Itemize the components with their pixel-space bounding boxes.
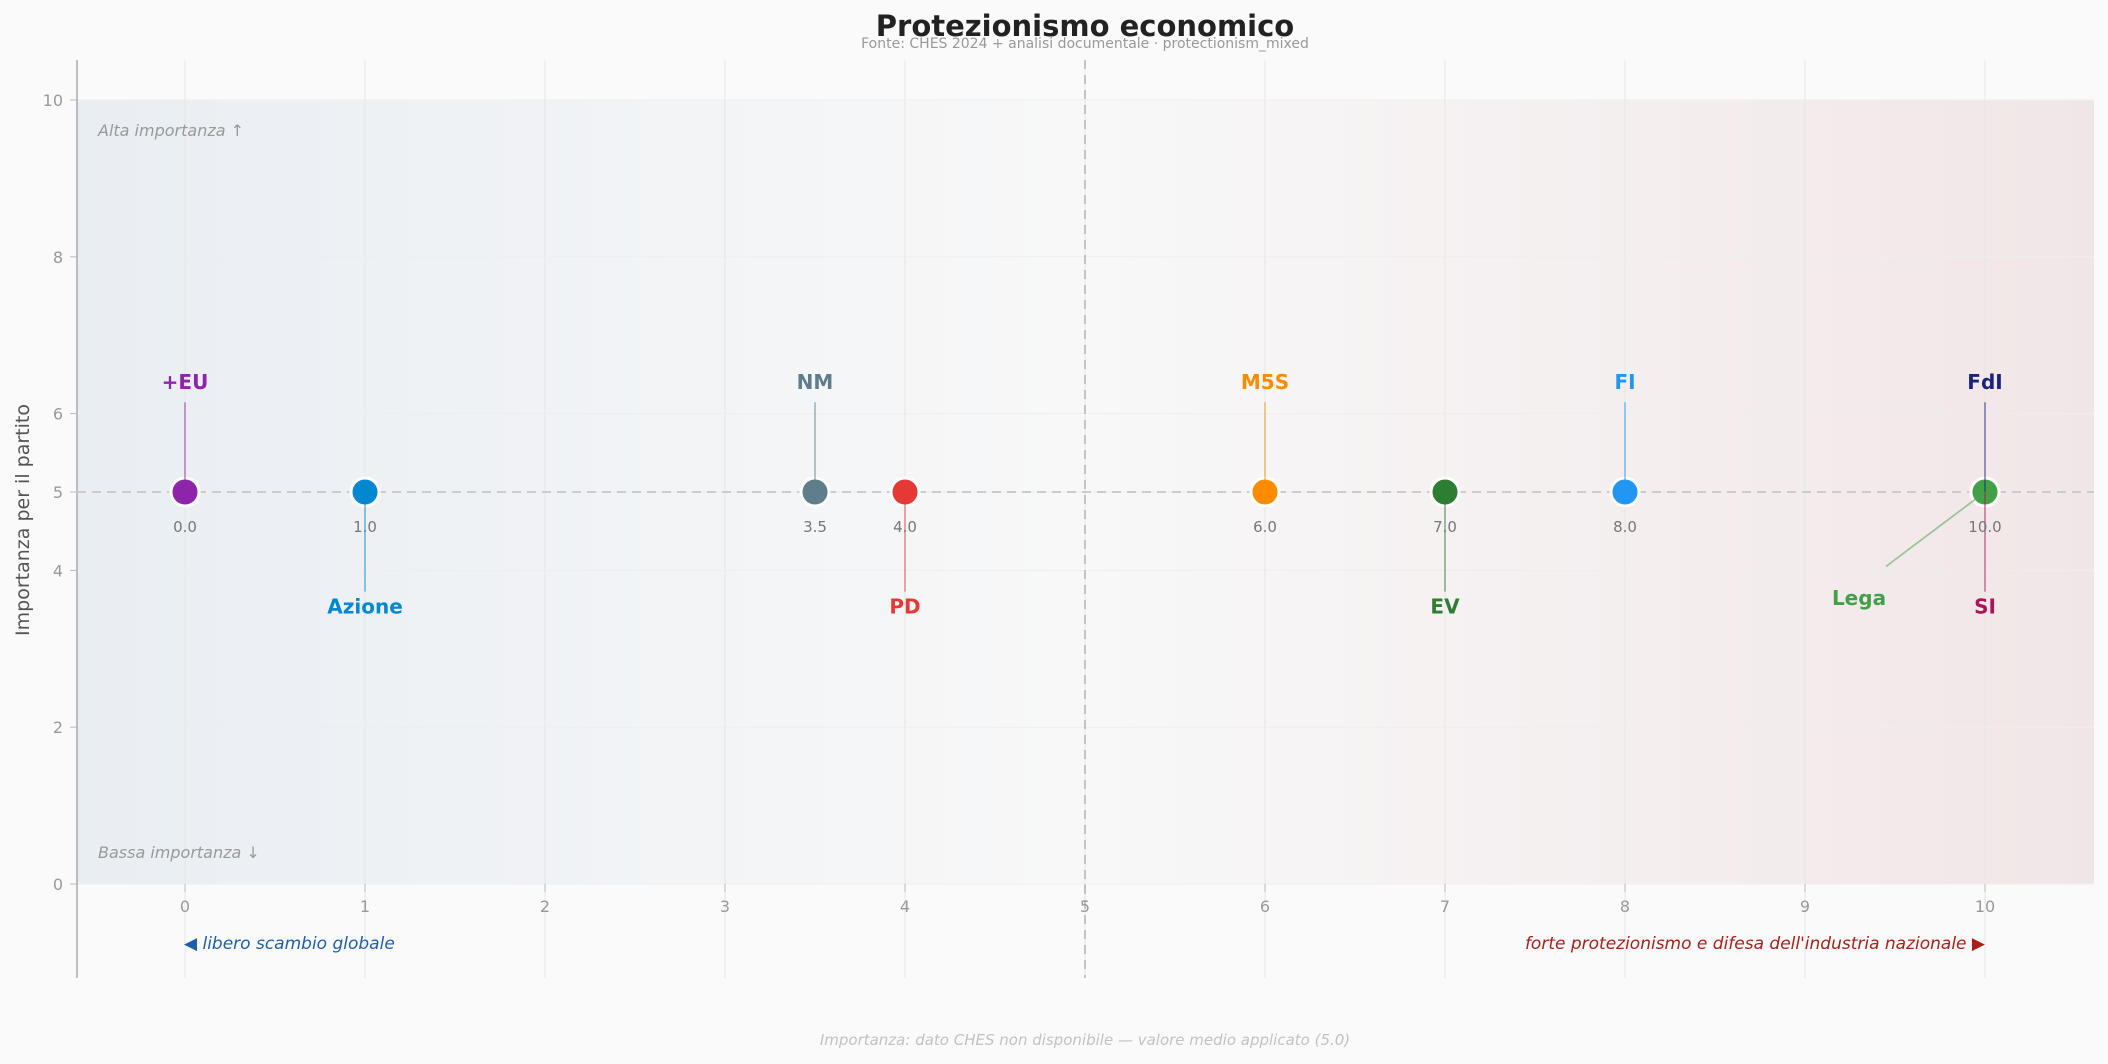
party-label-PD: PD	[889, 595, 920, 619]
x-tick-label: 3	[720, 897, 730, 916]
party-label-+EU: +EU	[162, 370, 209, 394]
x-tick-label: 4	[900, 897, 910, 916]
y-tick-label: 0	[53, 875, 63, 894]
value-label-FI: 8.0	[1613, 518, 1637, 536]
x-tick-label: 7	[1440, 897, 1450, 916]
x-tick-label: 9	[1800, 897, 1810, 916]
footnote: Importanza: dato CHES non disponibile — …	[820, 1031, 1350, 1049]
chart-subtitle: Fonte: CHES 2024 + analisi documentale ·…	[861, 36, 1309, 52]
data-marks: +EU 0.0 Azione 1.0 NM 3.5 PD 4.0 M5S 6.0 EV 7.0 FI 8.…	[162, 370, 2003, 618]
x-tick-label: 1	[360, 897, 370, 916]
x-tick-label: 8	[1620, 897, 1630, 916]
x-tick-label: 5	[1080, 897, 1090, 916]
chart-title: Protezionismo economico	[876, 9, 1294, 43]
zone-low-label: Bassa importanza ↓	[98, 843, 260, 862]
y-tick-label: 5	[53, 483, 63, 502]
connector-Lega	[1885, 491, 1986, 568]
axis-right-note: forte protezionismo e difesa dell'indust…	[1525, 934, 1986, 954]
party-label-Azione: Azione	[327, 595, 403, 619]
y-tick-label: 4	[53, 561, 63, 580]
party-label-Lega: Lega	[1832, 586, 1886, 610]
y-tick-label: 6	[53, 405, 63, 424]
y-tick-label: 2	[53, 718, 63, 737]
value-label-M5S: 6.0	[1253, 518, 1277, 536]
axes	[70, 60, 2094, 978]
zone-high-label: Alta importanza ↑	[97, 121, 244, 140]
value-label-NM: 3.5	[803, 518, 827, 536]
value-label-Lega: 10.0	[1968, 518, 2001, 536]
y-tick-label: 10	[43, 91, 63, 110]
value-label-+EU: 0.0	[173, 518, 197, 536]
party-label-NM: NM	[797, 370, 834, 394]
y-axis-label: Importanza per il partito	[12, 404, 34, 636]
party-label-EV: EV	[1430, 595, 1460, 619]
value-label-EV: 7.0	[1433, 518, 1457, 536]
party-label-SI: SI	[1974, 595, 1996, 619]
x-tick-label: 10	[1975, 897, 1995, 916]
axis-left-note: ◀ libero scambio globale	[184, 934, 395, 954]
y-tick-label: 8	[53, 248, 63, 267]
party-label-FdI: FdI	[1967, 370, 2002, 394]
x-tick-label: 6	[1260, 897, 1270, 916]
party-label-FI: FI	[1614, 370, 1635, 394]
party-label-M5S: M5S	[1241, 370, 1289, 394]
tick-labels: 0 1 2 3 4 5 6 7 8 9 10 0 2 4 5 6 8 10	[43, 91, 1996, 916]
value-label-Azione: 1.0	[353, 518, 377, 536]
value-label-PD: 4.0	[893, 518, 917, 536]
x-tick-label: 0	[180, 897, 190, 916]
x-tick-label: 2	[540, 897, 550, 916]
